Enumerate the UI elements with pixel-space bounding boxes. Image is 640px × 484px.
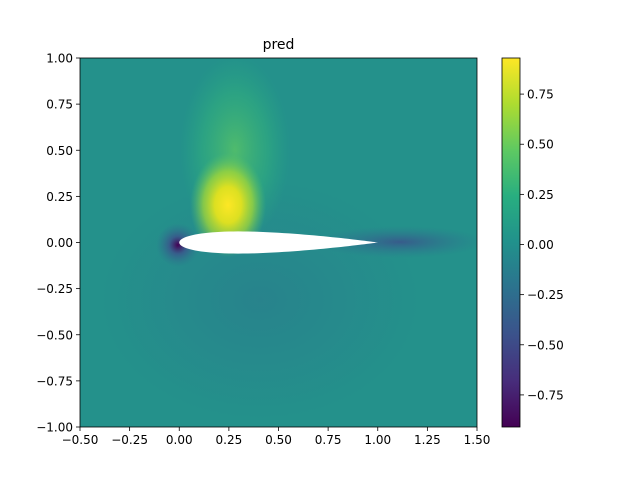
- y-tick-label: −0.25: [36, 282, 73, 296]
- x-tick-label: 0.25: [216, 433, 243, 447]
- y-tick-label: 0.75: [46, 98, 73, 112]
- airfoil-shape: [179, 231, 378, 254]
- x-tick-label: 0.00: [166, 433, 193, 447]
- colorbar-tick-label: −0.25: [527, 288, 564, 302]
- colorbar-axis: 0.75 0.50 0.25 0.00 −0.25 −0.50 −0.75: [520, 88, 564, 402]
- colorbar-tick-label: 0.75: [527, 88, 554, 102]
- y-tick-label: 1.00: [46, 52, 73, 66]
- field-suction-peak: [190, 153, 266, 257]
- y-tick-label: 0.25: [46, 190, 73, 204]
- y-tick-label: −0.75: [36, 374, 73, 388]
- x-tick-label: 1.50: [464, 433, 491, 447]
- colorbar-tick-label: 0.50: [527, 138, 554, 152]
- x-tick-label: 0.75: [315, 433, 342, 447]
- colorbar-tick-label: 0.00: [527, 238, 554, 252]
- x-tick-label: 1.00: [364, 433, 391, 447]
- x-tick-label: −0.25: [111, 433, 148, 447]
- field-plot: [80, 58, 477, 427]
- x-tick-label: 0.50: [265, 433, 292, 447]
- field-stagnation-region: [156, 223, 200, 267]
- y-axis: 1.00 0.75 0.50 0.25 0.00 −0.25 −0.50 −0.75 −1.00: [36, 52, 80, 435]
- x-axis: −0.50 −0.25 0.00 0.25 0.50 0.75 1.00 1.25 1.50: [62, 427, 491, 447]
- field-wake-region: [315, 226, 477, 258]
- y-tick-label: −1.00: [36, 421, 73, 435]
- colorbar-tick-label: 0.25: [527, 188, 554, 202]
- colorbar: [501, 57, 521, 428]
- y-tick-label: 0.00: [46, 236, 73, 250]
- x-tick-label: 1.25: [414, 433, 441, 447]
- y-tick-label: −0.50: [36, 328, 73, 342]
- y-tick-label: 0.50: [46, 144, 73, 158]
- colorbar-tick-label: −0.50: [527, 338, 564, 352]
- x-tick-label: −0.50: [62, 433, 99, 447]
- colorbar-tick-label: −0.75: [527, 388, 564, 402]
- chart-title: pred: [263, 37, 295, 53]
